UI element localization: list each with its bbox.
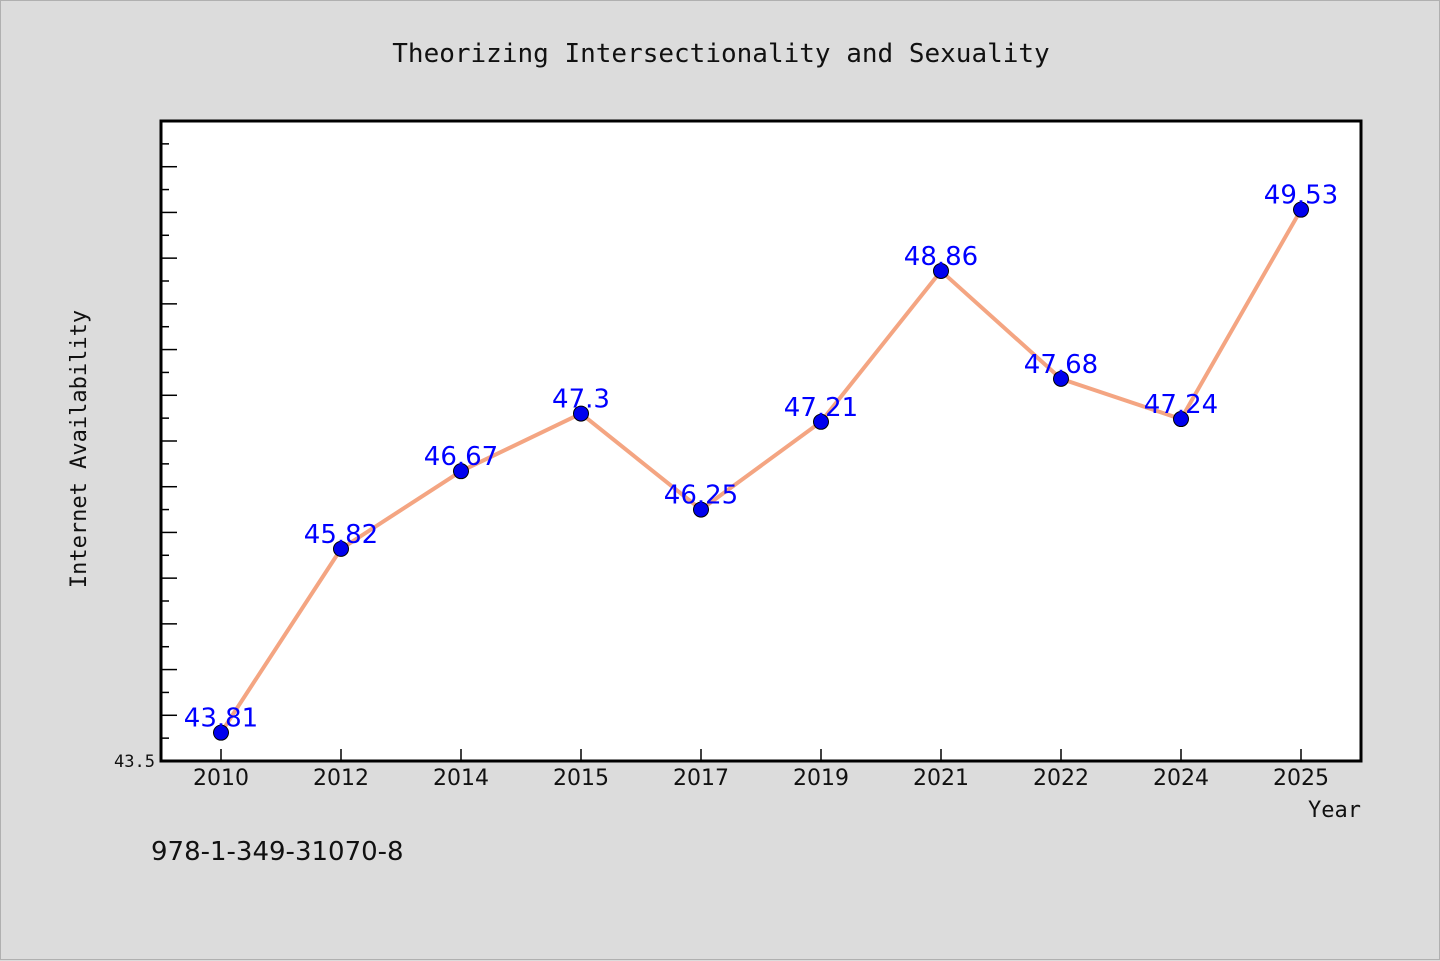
data-point [573,405,589,422]
chart-title: Theorizing Intersectionality and Sexuali… [392,39,1049,69]
x-tick-label: 2024 [1153,766,1209,791]
data-point [333,540,349,557]
x-tick-label: 2019 [793,766,849,791]
data-label: 45.82 [304,520,378,550]
x-axis-label: Year [1308,798,1361,823]
y-tick-label: 43.5 [114,752,155,772]
x-tick-label: 2015 [553,766,609,791]
data-point [1173,411,1189,428]
data-point [1053,370,1069,387]
plot-area [159,119,1363,763]
x-tick-label: 2012 [313,766,369,791]
x-tick-label: 2010 [193,766,249,791]
x-tick-label: 2014 [433,766,489,791]
x-tick-label: 2025 [1273,766,1329,791]
data-point [453,463,469,480]
x-axis-ticks: 2010 2012 2014 2015 2017 2019 2021 2022 2024 2025 [193,749,1329,791]
x-tick-label: 2021 [913,766,969,791]
data-series: 43.81 45.82 46.67 47.3 46.25 47.21 48.86 47.68 4… [184,181,1338,741]
data-label: 47.68 [1024,350,1098,380]
data-label: 47.21 [784,393,858,423]
data-label: 47.24 [1144,390,1218,420]
x-tick-label: 2022 [1033,766,1089,791]
data-label: 49.53 [1264,181,1338,211]
data-point [693,501,709,518]
y-axis-label: Internet Availability [67,310,92,588]
data-label: 43.81 [184,704,258,734]
isbn-label: 978-1-349-31070-8 [151,837,404,867]
data-point [933,262,949,279]
data-label: 46.67 [424,442,498,472]
data-point [213,724,229,741]
data-label: 46.25 [664,481,738,511]
y-axis-ticks: 43.5 [114,120,177,772]
data-label: 48.86 [904,242,978,272]
x-tick-label: 2017 [673,766,729,791]
data-label: 47.3 [552,385,610,415]
series-line [219,208,1303,734]
data-point [813,413,829,430]
data-point [1293,201,1309,218]
